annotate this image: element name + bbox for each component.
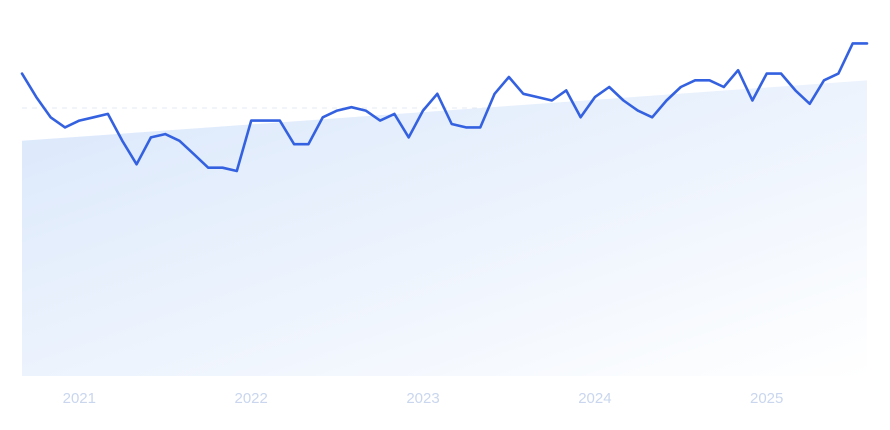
trend-area [22,80,867,376]
x-tick-label: 2022 [235,390,268,407]
series-line [20,42,869,173]
x-tick-label: 2023 [406,390,439,407]
x-tick-label: 2021 [63,390,96,407]
x-tick-label: 2025 [750,390,783,407]
x-tick-label: 2024 [578,390,611,407]
